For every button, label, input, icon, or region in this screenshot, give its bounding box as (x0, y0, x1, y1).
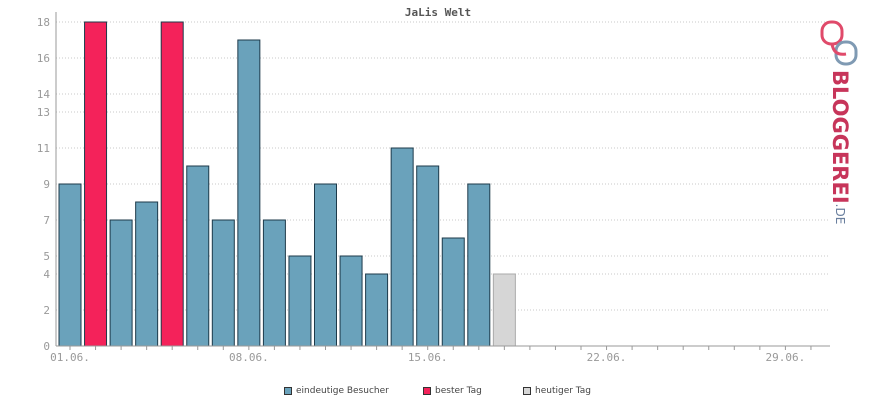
legend: eindeutige Besucher bester Tag heutiger … (0, 386, 870, 400)
bar-normal (262, 219, 286, 347)
y-tick-label: 4 (43, 268, 50, 281)
x-tick-label: 01.06. (50, 351, 90, 364)
grid-lines (56, 21, 830, 311)
legend-item-unique-visitors: eindeutige Besucher (284, 386, 389, 396)
x-tick-label: 22.06. (587, 351, 627, 364)
y-tick-label: 2 (43, 304, 50, 317)
bar-normal (314, 183, 337, 347)
bar-best (84, 21, 108, 347)
bar-normal (416, 165, 440, 347)
legend-swatch (423, 387, 431, 395)
bar-normal (109, 219, 133, 347)
y-tick-label: 14 (37, 88, 51, 101)
bar-best (160, 21, 184, 347)
bar-normal (186, 165, 210, 347)
legend-swatch (523, 387, 531, 395)
y-tick-label: 0 (43, 340, 50, 353)
bar-normal (365, 273, 389, 347)
y-tick-labels: 0 2 4 5 7 9 11 13 14 16 18 (37, 16, 51, 353)
y-tick-label: 13 (37, 106, 50, 119)
bar-normal (390, 147, 414, 347)
bar-today (492, 273, 516, 347)
y-tick-label: 5 (43, 250, 50, 263)
bloggerei-logo: BLOGGEREI.DE (812, 18, 868, 225)
bloggerei-logo-icon (820, 20, 858, 66)
axes (55, 12, 830, 350)
y-tick-label: 7 (43, 214, 50, 227)
legend-label: eindeutige Besucher (296, 386, 389, 396)
bar-normal (441, 237, 465, 347)
legend-label: heutiger Tag (535, 386, 592, 396)
y-tick-label: 16 (37, 52, 50, 65)
bloggerei-logo-text: BLOGGEREI.DE (828, 70, 852, 225)
chart-title: JaLis Welt (405, 6, 471, 19)
y-tick-label: 9 (43, 178, 50, 191)
x-tick-label: 15.06. (408, 351, 448, 364)
x-tick-label: 29.06. (766, 351, 806, 364)
legend-label: bester Tag (435, 386, 482, 396)
legend-item-today: heutiger Tag (523, 386, 591, 396)
legend-item-best-day: bester Tag (423, 386, 482, 396)
bar-normal (339, 255, 363, 347)
bar-normal (211, 219, 235, 347)
x-tick-label: 08.06. (229, 351, 269, 364)
bar-normal (135, 201, 159, 347)
y-tick-label: 18 (37, 16, 50, 29)
bar-normal (288, 255, 312, 347)
bar-normal (237, 39, 261, 347)
bar-normal (58, 183, 82, 347)
x-tick-labels: 01.06. 08.06. 15.06. 22.06. 29.06. (50, 351, 805, 364)
bars (58, 21, 516, 347)
y-tick-label: 11 (37, 142, 50, 155)
legend-swatch (284, 387, 292, 395)
bar-normal (467, 183, 491, 347)
